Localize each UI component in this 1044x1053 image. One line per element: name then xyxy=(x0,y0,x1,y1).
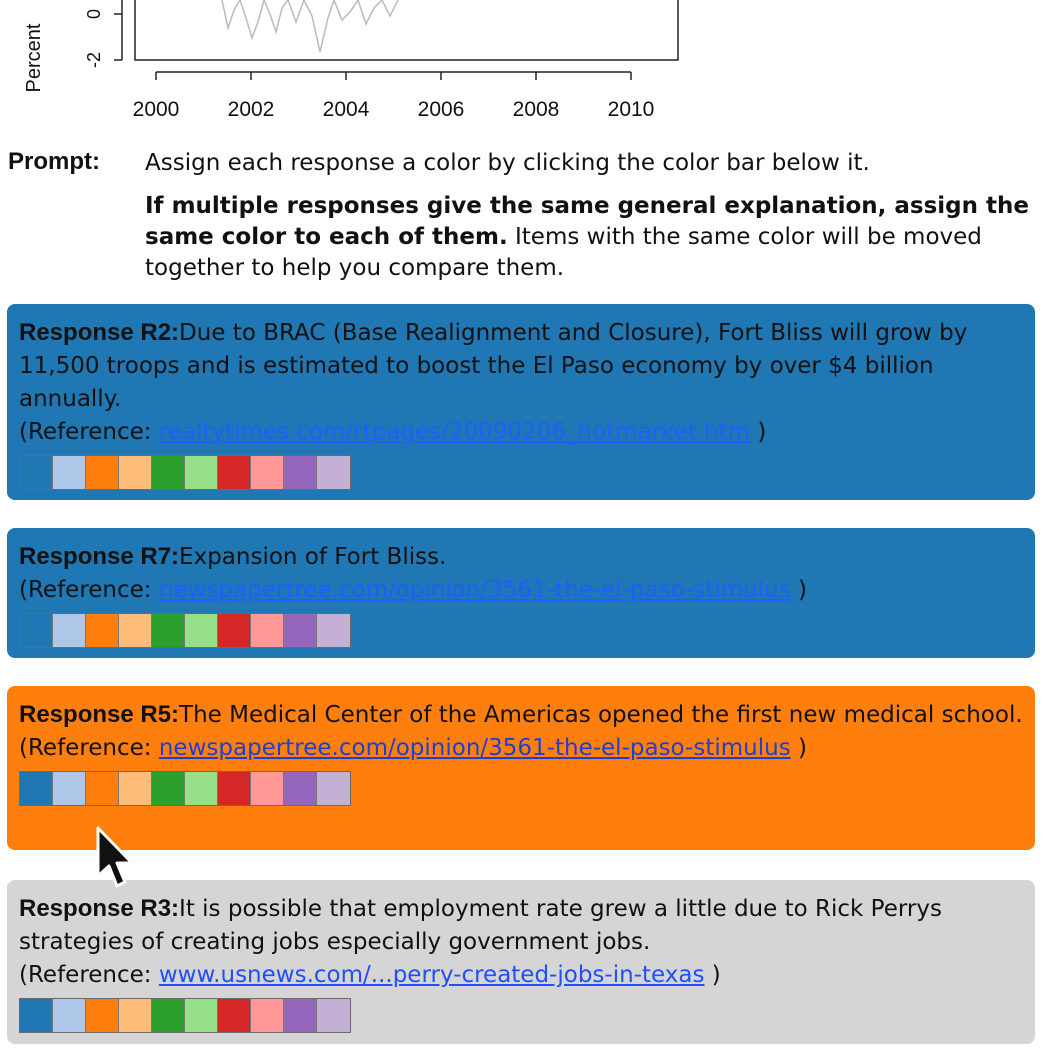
color-swatch[interactable] xyxy=(152,614,185,647)
color-swatch[interactable] xyxy=(284,614,317,647)
color-bar xyxy=(19,771,351,806)
percent-line-chart: 0 -2 Percent 2000 2002 2004 2006 2008 20… xyxy=(23,0,679,121)
response-text: The Medical Center of the Americas opene… xyxy=(179,702,1023,728)
response-card-r7: Response R7:Expansion of Fort Bliss. (Re… xyxy=(7,528,1035,658)
prompt-instructions: If multiple responses give the same gene… xyxy=(145,191,1035,284)
color-swatch[interactable] xyxy=(185,772,218,805)
plot-frame xyxy=(134,0,679,61)
color-swatch[interactable] xyxy=(86,772,119,805)
response-text: Due to BRAC (Base Realignment and Closur… xyxy=(19,320,968,412)
color-swatch[interactable] xyxy=(119,456,152,489)
prompt-line1: Assign each response a color by clicking… xyxy=(145,150,870,176)
x-tick-label: 2008 xyxy=(513,98,560,121)
color-swatch[interactable] xyxy=(284,999,317,1032)
color-swatch[interactable] xyxy=(218,614,251,647)
prompt-bold-instruction: If multiple responses give the same gene… xyxy=(145,193,1029,250)
prompt-label: Prompt: xyxy=(8,148,100,175)
color-swatch[interactable] xyxy=(119,772,152,805)
color-swatch[interactable] xyxy=(20,999,53,1032)
color-swatch[interactable] xyxy=(53,999,86,1032)
y-axis-label: Percent xyxy=(23,23,45,92)
color-swatch[interactable] xyxy=(185,614,218,647)
color-swatch[interactable] xyxy=(20,614,53,647)
prompt-body: Assign each response a color by clicking… xyxy=(145,148,1035,284)
y-tick-label-0: 0 xyxy=(84,9,104,19)
color-swatch[interactable] xyxy=(86,614,119,647)
reference-prefix: (Reference: xyxy=(19,577,159,603)
color-swatch[interactable] xyxy=(251,614,284,647)
response-card-r2: Response R2:Due to BRAC (Base Realignmen… xyxy=(7,304,1035,500)
x-tick-label: 2006 xyxy=(418,98,465,121)
color-swatch[interactable] xyxy=(86,456,119,489)
response-card-r5: Response R5:The Medical Center of the Am… xyxy=(7,686,1035,850)
color-swatch[interactable] xyxy=(20,456,53,489)
color-swatch[interactable] xyxy=(53,614,86,647)
color-swatch[interactable] xyxy=(53,456,86,489)
color-swatch[interactable] xyxy=(251,456,284,489)
color-swatch[interactable] xyxy=(53,772,86,805)
color-swatch[interactable] xyxy=(119,999,152,1032)
color-bar xyxy=(19,998,351,1033)
color-swatch[interactable] xyxy=(251,772,284,805)
reference-suffix: ) xyxy=(790,577,807,603)
color-swatch[interactable] xyxy=(317,772,350,805)
reference-link[interactable]: realtytimes.com/rtpages/20090206_hotmark… xyxy=(158,419,751,445)
x-tick-label: 2002 xyxy=(228,98,275,121)
x-tick-label: 2010 xyxy=(608,98,655,121)
x-tick-label: 2004 xyxy=(323,98,370,121)
color-swatch[interactable] xyxy=(218,999,251,1032)
response-text: It is possible that employment rate grew… xyxy=(19,896,942,955)
reference-suffix: ) xyxy=(790,735,807,761)
reference-link[interactable]: newspapertree.com/opinion/3561-the-el-pa… xyxy=(158,577,791,603)
reference-line: (Reference: www.usnews.com/...perry-crea… xyxy=(19,959,1023,992)
color-swatch[interactable] xyxy=(317,614,350,647)
reference-line: (Reference: newspapertree.com/opinion/35… xyxy=(19,574,1023,607)
color-swatch[interactable] xyxy=(218,772,251,805)
response-title: Response R7: xyxy=(19,543,180,570)
mouse-pointer-icon xyxy=(96,826,134,888)
reference-suffix: ) xyxy=(704,962,721,988)
response-title: Response R5: xyxy=(19,701,180,728)
color-bar xyxy=(19,613,351,648)
reference-line: (Reference: realtytimes.com/rtpages/2009… xyxy=(19,416,1023,449)
reference-prefix: (Reference: xyxy=(19,735,159,761)
color-swatch[interactable] xyxy=(152,772,185,805)
color-swatch[interactable] xyxy=(251,999,284,1032)
response-title: Response R2: xyxy=(19,319,180,346)
color-swatch[interactable] xyxy=(86,999,119,1032)
color-swatch[interactable] xyxy=(317,456,350,489)
color-swatch[interactable] xyxy=(152,456,185,489)
reference-link[interactable]: www.usnews.com/...perry-created-jobs-in-… xyxy=(158,962,705,988)
color-swatch[interactable] xyxy=(185,456,218,489)
response-title: Response R3: xyxy=(19,895,180,922)
color-swatch[interactable] xyxy=(284,772,317,805)
color-swatch[interactable] xyxy=(152,999,185,1032)
response-card-r3: Response R3:It is possible that employme… xyxy=(7,880,1035,1044)
reference-line: (Reference: newspapertree.com/opinion/35… xyxy=(19,732,1023,765)
x-tick-label: 2000 xyxy=(133,98,180,121)
reference-prefix: (Reference: xyxy=(19,419,159,445)
response-text: Expansion of Fort Bliss. xyxy=(179,544,447,570)
color-swatch[interactable] xyxy=(317,999,350,1032)
reference-suffix: ) xyxy=(750,419,767,445)
color-swatch[interactable] xyxy=(119,614,152,647)
y-tick-label-neg2: -2 xyxy=(84,52,104,68)
prompt-rest: Items with the same color will be moved … xyxy=(145,224,982,281)
color-swatch[interactable] xyxy=(20,772,53,805)
reference-link[interactable]: newspapertree.com/opinion/3561-the-el-pa… xyxy=(158,735,791,761)
color-swatch[interactable] xyxy=(284,456,317,489)
series-line-fragment xyxy=(221,0,399,53)
color-swatch[interactable] xyxy=(218,456,251,489)
color-swatch[interactable] xyxy=(185,999,218,1032)
reference-prefix: (Reference: xyxy=(19,962,159,988)
color-bar xyxy=(19,455,351,490)
